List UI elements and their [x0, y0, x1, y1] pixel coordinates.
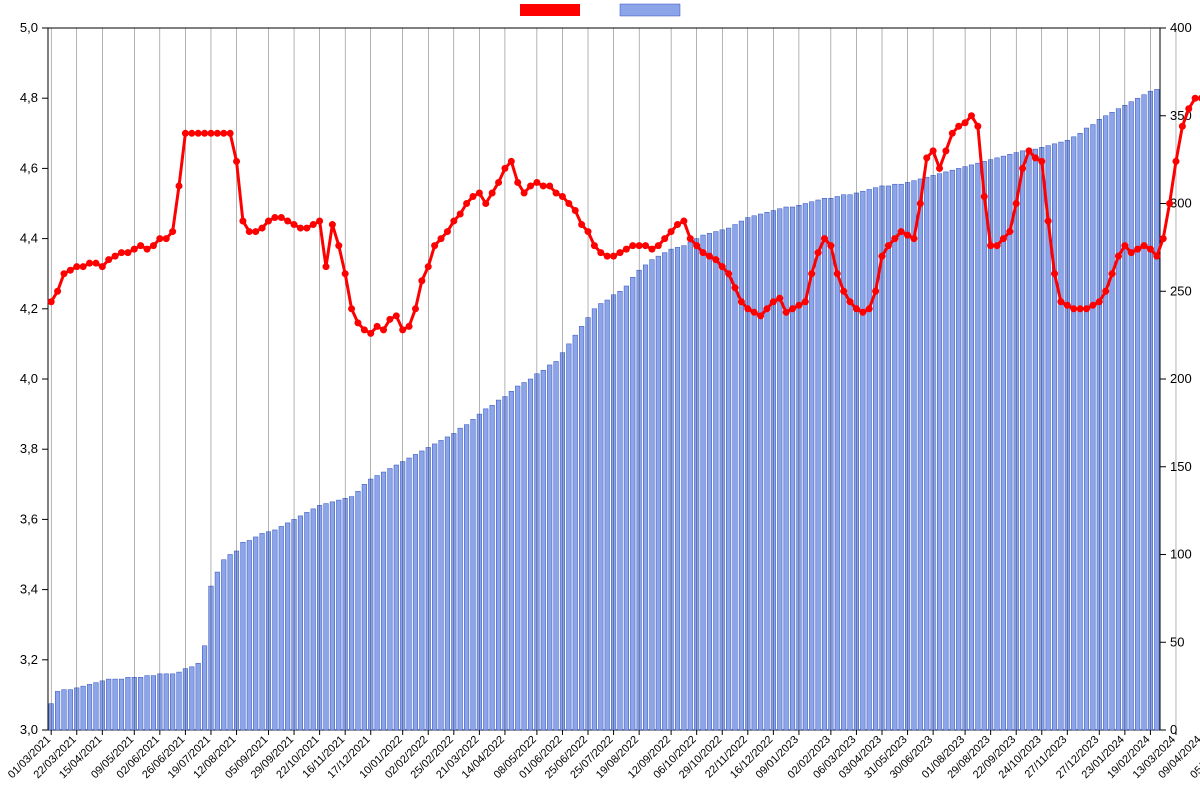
svg-text:4,0: 4,0 [20, 371, 38, 386]
svg-text:100: 100 [1170, 547, 1192, 562]
svg-text:3,4: 3,4 [20, 582, 38, 597]
svg-text:3,0: 3,0 [20, 722, 38, 737]
chart-container: 3,03,23,43,63,84,04,24,44,64,85,00501001… [0, 0, 1200, 800]
svg-text:400: 400 [1170, 20, 1192, 35]
svg-text:3,6: 3,6 [20, 511, 38, 526]
svg-text:3,2: 3,2 [20, 652, 38, 667]
svg-text:4,4: 4,4 [20, 231, 38, 246]
svg-text:300: 300 [1170, 196, 1192, 211]
svg-text:150: 150 [1170, 459, 1192, 474]
svg-text:50: 50 [1170, 634, 1184, 649]
svg-text:200: 200 [1170, 371, 1192, 386]
combo-chart: 3,03,23,43,63,84,04,24,44,64,85,00501001… [0, 0, 1200, 800]
svg-text:4,2: 4,2 [20, 301, 38, 316]
svg-text:3,8: 3,8 [20, 441, 38, 456]
svg-text:4,6: 4,6 [20, 160, 38, 175]
svg-text:5,0: 5,0 [20, 20, 38, 35]
svg-text:250: 250 [1170, 283, 1192, 298]
svg-text:4,8: 4,8 [20, 90, 38, 105]
